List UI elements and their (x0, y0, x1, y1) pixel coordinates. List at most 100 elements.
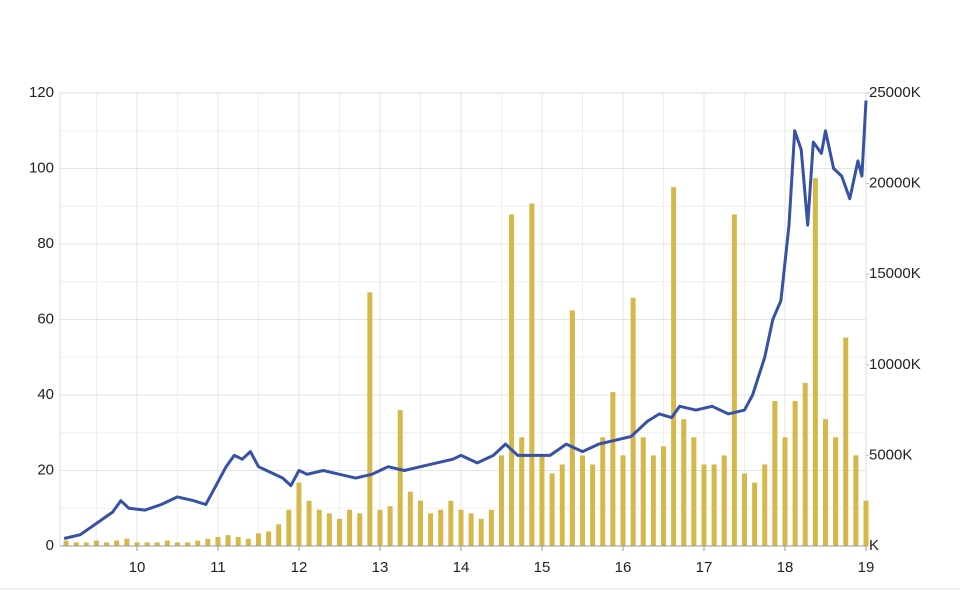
volume-bar (549, 473, 555, 546)
volume-bar (438, 509, 444, 546)
volume-bar (83, 542, 89, 546)
x-tick-label: 19 (858, 559, 875, 576)
y-tick-label: 20 (37, 461, 54, 478)
x-tick-label: 16 (615, 559, 632, 576)
volume-bar (772, 401, 778, 546)
volume-bar (185, 542, 191, 546)
y2-tick-label: 10000K (869, 356, 921, 373)
volume-bar (124, 538, 130, 546)
volume-bar (640, 437, 646, 546)
y-tick-label: 120 (29, 84, 54, 101)
volume-bar (73, 542, 79, 546)
volume-bar (691, 437, 697, 546)
volume-bar (195, 540, 201, 546)
y-tick-label: 0 (46, 537, 54, 554)
volume-bar (711, 464, 717, 546)
volume-bar (833, 437, 839, 546)
volume-bar (590, 464, 596, 546)
volume-bar (93, 540, 99, 546)
volume-bar (822, 419, 828, 546)
volume-bar (792, 401, 798, 546)
volume-bar (174, 542, 180, 546)
y2-tick-label: K (869, 537, 879, 554)
x-tick-label: 15 (534, 559, 551, 576)
volume-bar (519, 437, 525, 546)
volume-bar (498, 455, 504, 546)
y-tick-label: 80 (37, 235, 54, 252)
x-tick-label: 11 (210, 559, 226, 576)
volume-bar (255, 533, 261, 546)
volume-bar (205, 538, 211, 546)
volume-bar (347, 509, 353, 546)
volume-bar (215, 536, 221, 546)
volume-bar (853, 455, 859, 546)
volume-bar (326, 513, 332, 546)
volume-bar (306, 500, 312, 546)
volume-bar (488, 509, 494, 546)
y2-tick-label: 25000K (869, 84, 921, 101)
x-tick-label: 18 (777, 559, 794, 576)
volume-bar (407, 491, 413, 546)
y-tick-label: 60 (37, 310, 54, 327)
volume-bar (509, 214, 515, 547)
volume-bar (428, 513, 434, 546)
volume-bar (671, 187, 677, 546)
volume-bar (660, 446, 666, 546)
volume-bar (539, 455, 545, 546)
volume-bar (225, 535, 231, 546)
volume-bar (63, 540, 69, 546)
volume-bar (600, 437, 606, 546)
volume-bar (782, 437, 788, 546)
volume-bar (610, 391, 616, 546)
x-tick-label: 17 (696, 559, 713, 576)
volume-bar (731, 214, 737, 547)
volume-bar (620, 455, 626, 546)
volume-bar (741, 473, 747, 546)
volume-bar (144, 542, 150, 546)
volume-bar (417, 500, 423, 546)
volume-bar (843, 337, 849, 546)
volume-bar (367, 292, 373, 546)
volume-bar (134, 542, 140, 546)
volume-bar (752, 482, 758, 546)
volume-bar (579, 455, 585, 546)
volume-bar (114, 540, 120, 546)
volume-bar (721, 455, 727, 546)
volume-bar (863, 500, 869, 546)
volume-bar (296, 482, 302, 546)
volume-bar (448, 500, 454, 546)
volume-bar (357, 513, 363, 546)
volume-bar (468, 513, 474, 546)
y2-tick-label: 15000K (869, 265, 921, 282)
volume-bar (387, 506, 393, 546)
y2-tick-label: 20000K (869, 175, 921, 192)
volume-bar (802, 382, 808, 546)
y-tick-label: 40 (37, 386, 54, 403)
y-tick-label: 100 (29, 159, 54, 176)
volume-bar (569, 310, 575, 546)
volume-bar (630, 297, 636, 546)
volume-bar (681, 419, 687, 546)
volume-bar (245, 538, 251, 546)
volume-bar (336, 518, 342, 546)
volume-bar (397, 410, 403, 546)
volume-bar (276, 524, 282, 546)
x-tick-label: 12 (291, 559, 308, 576)
volume-bar (286, 509, 292, 546)
volume-bar (164, 540, 170, 546)
price-line (63, 100, 868, 540)
volume-bar (235, 536, 241, 546)
volume-bar (377, 509, 383, 546)
volume-bar (266, 531, 272, 546)
volume-bar (701, 464, 707, 546)
volume-bar (316, 509, 322, 546)
x-tick-label: 13 (372, 559, 389, 576)
volume-bar (478, 518, 484, 546)
x-tick-label: 14 (453, 559, 470, 576)
volume-bar (762, 464, 768, 546)
volume-bar (154, 542, 160, 546)
volume-bar (650, 455, 656, 546)
volume-bar (559, 464, 565, 546)
volume-bar (529, 203, 535, 547)
